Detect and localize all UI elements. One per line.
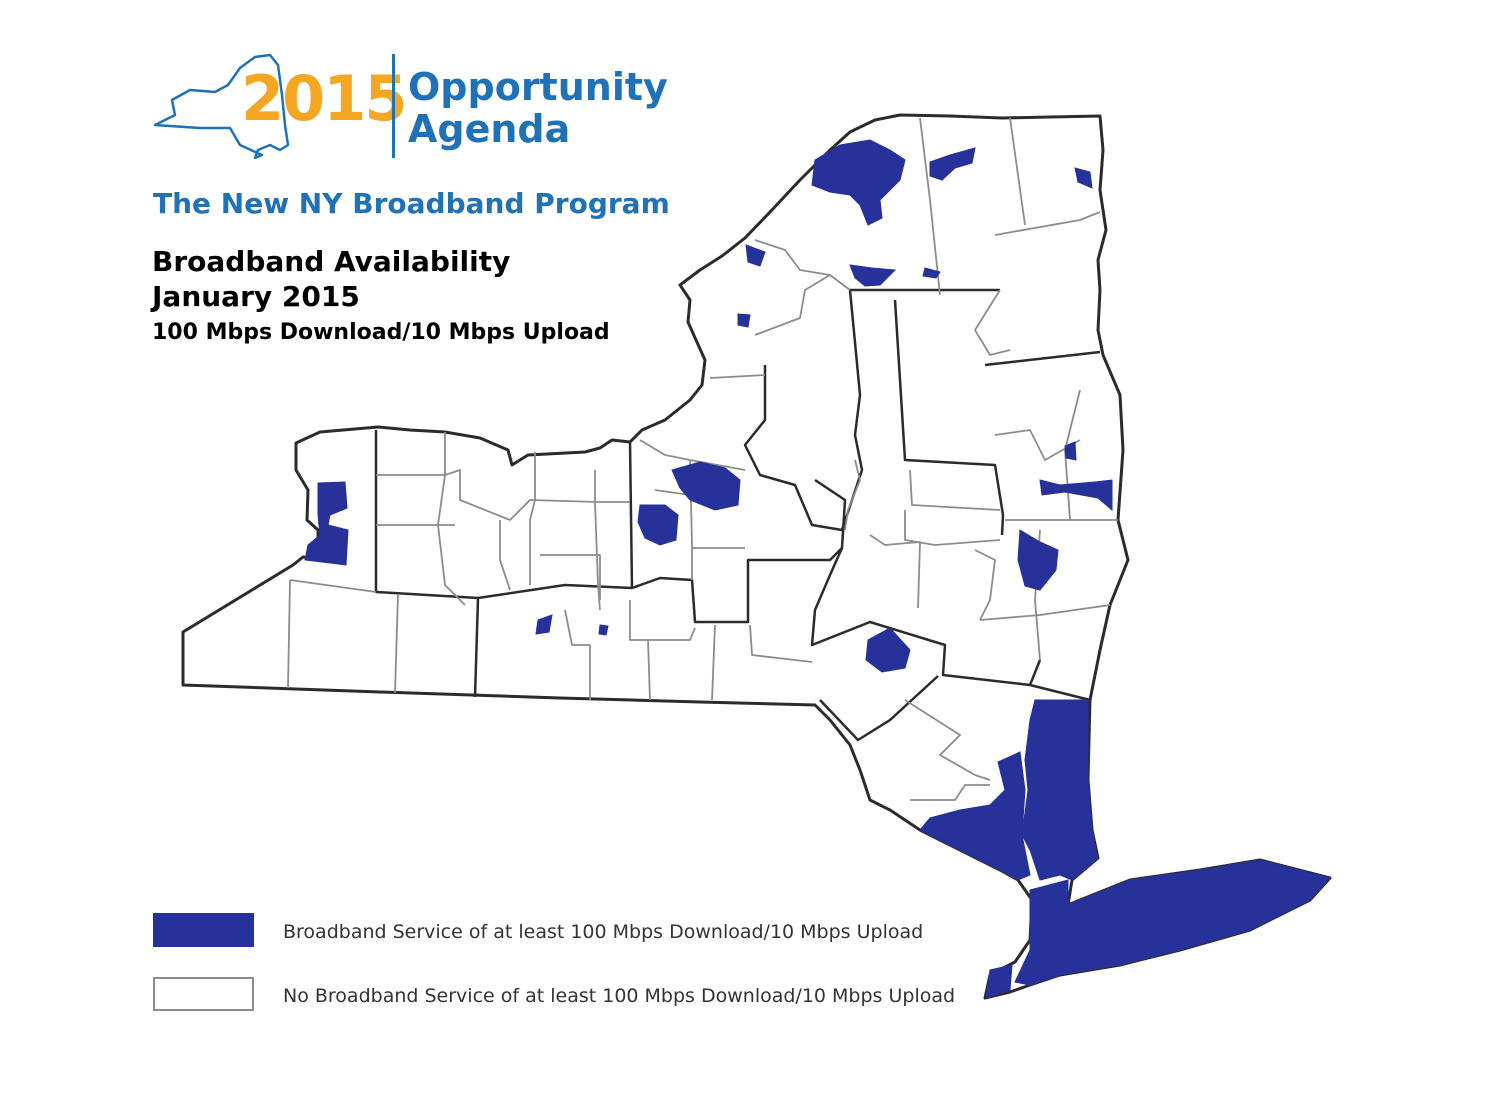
logo-line-1: Opportunity: [408, 65, 668, 109]
county-boundary: [844, 459, 861, 531]
map-title: Broadband Availability January 2015: [152, 244, 510, 314]
county-boundaries: [287, 117, 1118, 801]
coverage-area: [865, 627, 911, 673]
county-boundary: [287, 579, 291, 689]
county-boundary: [499, 520, 511, 591]
coverage-area: [922, 267, 941, 279]
county-boundary: [974, 289, 1011, 356]
county-boundary: [540, 554, 601, 600]
county-boundary: [437, 432, 466, 606]
legend-swatch-not-covered: [153, 977, 254, 1011]
region-boundary: [893, 299, 1005, 536]
region-boundary: [810, 547, 1042, 687]
region-boundaries: [374, 288, 1101, 742]
logo-year: 2015: [241, 62, 408, 135]
logo-state-outline-icon: [153, 53, 290, 160]
coverage-area: [1074, 167, 1093, 189]
county-boundary: [754, 274, 851, 336]
coverage-area: [598, 624, 609, 636]
county-boundary: [979, 604, 1111, 621]
county-boundary: [711, 624, 716, 701]
coverage-area: [745, 244, 766, 267]
county-boundary: [629, 600, 696, 641]
county-boundary: [394, 593, 399, 694]
county-boundary: [910, 784, 990, 801]
county-boundary: [376, 469, 630, 521]
coverage-area: [737, 313, 751, 328]
coverage-area: [1064, 441, 1077, 461]
coverage-area: [637, 504, 679, 546]
coverage-areas: [304, 139, 1331, 999]
legend-label-covered: Broadband Service of at least 100 Mbps D…: [283, 921, 924, 943]
logo-line-2: Agenda: [408, 107, 571, 151]
county-boundary: [639, 439, 746, 471]
county-boundary: [754, 239, 831, 276]
map-title-line-2: January 2015: [152, 280, 360, 313]
county-boundary: [529, 452, 536, 585]
coverage-area: [1014, 859, 1331, 986]
region-boundary: [743, 365, 843, 532]
county-boundary: [974, 549, 996, 621]
region-boundary: [473, 441, 634, 698]
logo-text: Opportunity Agenda: [408, 66, 668, 150]
county-boundary: [994, 429, 1081, 461]
coverage-area: [304, 481, 349, 566]
coverage-area: [1017, 529, 1059, 591]
map-subtitle: 100 Mbps Download/10 Mbps Upload: [152, 320, 610, 345]
county-boundary: [647, 639, 651, 701]
coverage-area: [671, 461, 741, 511]
coverage-area: [985, 964, 1013, 999]
county-boundary: [919, 117, 941, 296]
coverage-area: [919, 751, 1031, 881]
county-boundary: [1009, 117, 1026, 226]
county-boundary: [904, 699, 991, 781]
county-boundary: [749, 624, 813, 663]
region-boundary: [984, 350, 1101, 367]
map-title-line-1: Broadband Availability: [152, 245, 511, 278]
county-boundary: [909, 469, 1001, 511]
county-boundary: [994, 211, 1101, 236]
coverage-area: [811, 139, 906, 226]
county-boundary: [654, 489, 691, 496]
coverage-area: [1039, 479, 1113, 512]
county-boundary: [289, 579, 377, 593]
coverage-area: [535, 614, 553, 635]
logo-divider: [392, 54, 395, 158]
county-boundary: [869, 534, 921, 609]
coverage-area: [929, 147, 976, 181]
region-boundary: [1029, 683, 1091, 702]
coverage-area: [849, 264, 897, 287]
legend-label-not-covered: No Broadband Service of at least 100 Mbp…: [283, 985, 956, 1007]
county-boundary: [709, 374, 766, 379]
program-title: The New NY Broadband Program: [153, 187, 670, 220]
legend-swatch-covered: [153, 913, 254, 947]
county-boundary: [564, 609, 591, 700]
region-boundary: [819, 675, 939, 742]
coverage-area: [1021, 699, 1099, 881]
county-boundary: [594, 470, 601, 611]
